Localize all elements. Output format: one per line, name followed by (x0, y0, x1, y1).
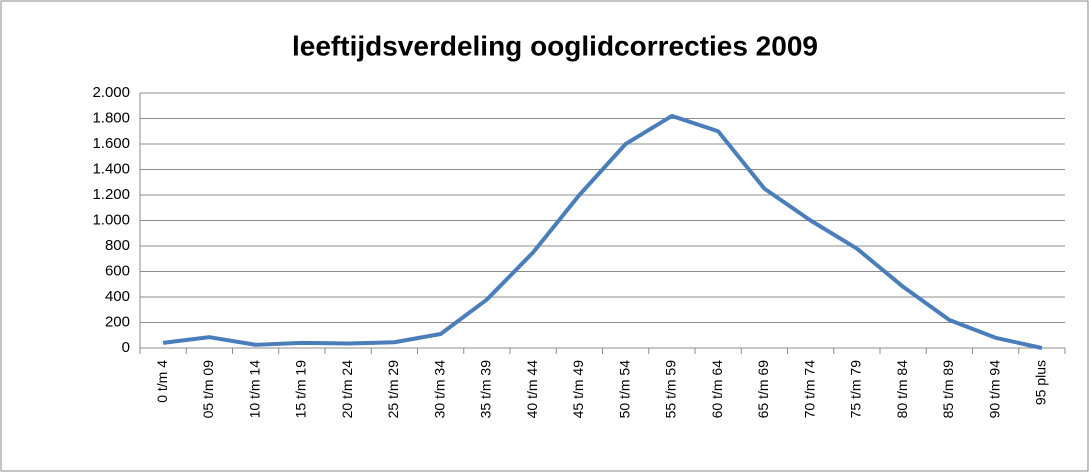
y-tick-label: 1.000 (92, 211, 130, 228)
x-tick-label: 0 t/m 4 (154, 360, 170, 403)
y-tick-label: 800 (105, 237, 130, 254)
x-tick-label: 10 t/m 14 (246, 360, 262, 419)
x-tick-label: 75 t/m 79 (848, 360, 864, 419)
x-tick-label: 50 t/m 54 (616, 360, 632, 419)
chart-title: leeftijdsverdeling ooglidcorrecties 2009 (292, 30, 818, 61)
y-tick-label: 1.600 (92, 135, 130, 152)
x-tick-label: 45 t/m 49 (570, 360, 586, 419)
x-tick-label: 95 plus (1033, 360, 1049, 405)
x-tick-label: 40 t/m 44 (524, 360, 540, 419)
y-tick-label: 1.200 (92, 186, 130, 203)
x-tick-label: 55 t/m 59 (663, 360, 679, 419)
x-tick-label: 05 t/m 09 (200, 360, 216, 419)
y-tick-label: 400 (105, 288, 130, 305)
x-tick-label: 25 t/m 29 (385, 360, 401, 419)
x-tick-label: 65 t/m 69 (755, 360, 771, 419)
y-tick-label: 1.400 (92, 160, 130, 177)
x-tick-label: 15 t/m 19 (293, 360, 309, 419)
x-tick-label: 60 t/m 64 (709, 360, 725, 419)
y-tick-label: 1.800 (92, 109, 130, 126)
x-tick-label: 30 t/m 34 (431, 360, 447, 419)
x-tick-label: 80 t/m 84 (894, 360, 910, 419)
x-tick-label: 85 t/m 89 (940, 360, 956, 419)
x-tick-label: 90 t/m 94 (986, 360, 1002, 419)
y-tick-label: 600 (105, 262, 130, 279)
y-tick-label: 0 (122, 339, 130, 356)
x-tick-label: 35 t/m 39 (478, 360, 494, 419)
x-tick-label: 20 t/m 24 (339, 360, 355, 419)
y-tick-label: 2.000 (92, 84, 130, 101)
line-series (162, 113, 1043, 350)
y-tick-label: 200 (105, 313, 130, 330)
x-tick-label: 70 t/m 74 (801, 360, 817, 419)
